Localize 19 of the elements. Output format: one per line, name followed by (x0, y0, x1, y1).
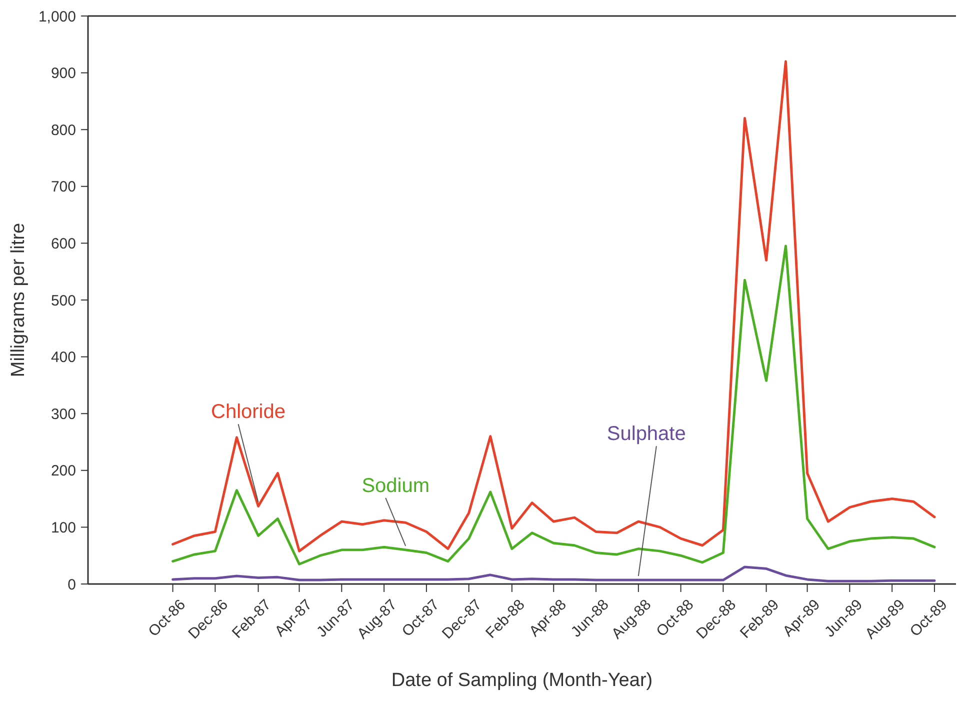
y-tick-label: 900 (50, 65, 76, 82)
y-tick-label: 800 (50, 122, 76, 139)
y-tick-label: 400 (50, 349, 76, 366)
y-tick-label: 0 (68, 576, 76, 594)
line-series (172, 60, 936, 552)
line-series (172, 244, 936, 566)
y-tick-label: 700 (50, 178, 76, 196)
y-tick-label: 1,000 (38, 8, 76, 26)
text: Sulphate (606, 423, 686, 446)
y-tick-label: 300 (50, 406, 76, 423)
y-tick-label: 600 (50, 235, 76, 252)
y-tick-label: 100 (50, 519, 76, 536)
y-tick-label: 200 (50, 462, 76, 480)
y-tick-label: 500 (50, 292, 76, 310)
text: Sodium (362, 474, 430, 497)
y-axis-title: Milligrams per litre (8, 222, 29, 378)
line-series (172, 566, 936, 582)
series-label: Chloride (211, 401, 286, 424)
x-axis-title: Date of Sampling (Month-Year) (391, 670, 653, 691)
